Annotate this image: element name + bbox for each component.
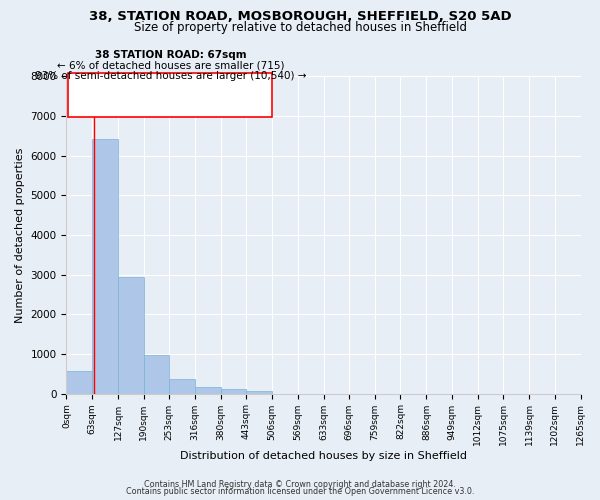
Bar — [143, 354, 169, 394]
Bar — [92, 138, 118, 394]
Text: 93% of semi-detached houses are larger (10,540) →: 93% of semi-detached houses are larger (… — [35, 70, 306, 81]
Bar — [247, 390, 272, 394]
Text: Size of property relative to detached houses in Sheffield: Size of property relative to detached ho… — [133, 21, 467, 34]
FancyBboxPatch shape — [68, 74, 272, 117]
X-axis label: Distribution of detached houses by size in Sheffield: Distribution of detached houses by size … — [180, 451, 467, 461]
Bar — [169, 379, 195, 394]
Text: ← 6% of detached houses are smaller (715): ← 6% of detached houses are smaller (715… — [56, 61, 284, 71]
Text: Contains HM Land Registry data © Crown copyright and database right 2024.: Contains HM Land Registry data © Crown c… — [144, 480, 456, 489]
Y-axis label: Number of detached properties: Number of detached properties — [15, 148, 25, 322]
Bar — [221, 389, 247, 394]
Text: Contains public sector information licensed under the Open Government Licence v3: Contains public sector information licen… — [126, 487, 474, 496]
Bar — [67, 371, 92, 394]
Bar — [195, 387, 221, 394]
Bar — [118, 278, 143, 394]
Text: 38 STATION ROAD: 67sqm: 38 STATION ROAD: 67sqm — [95, 50, 246, 59]
Text: 38, STATION ROAD, MOSBOROUGH, SHEFFIELD, S20 5AD: 38, STATION ROAD, MOSBOROUGH, SHEFFIELD,… — [89, 10, 511, 23]
